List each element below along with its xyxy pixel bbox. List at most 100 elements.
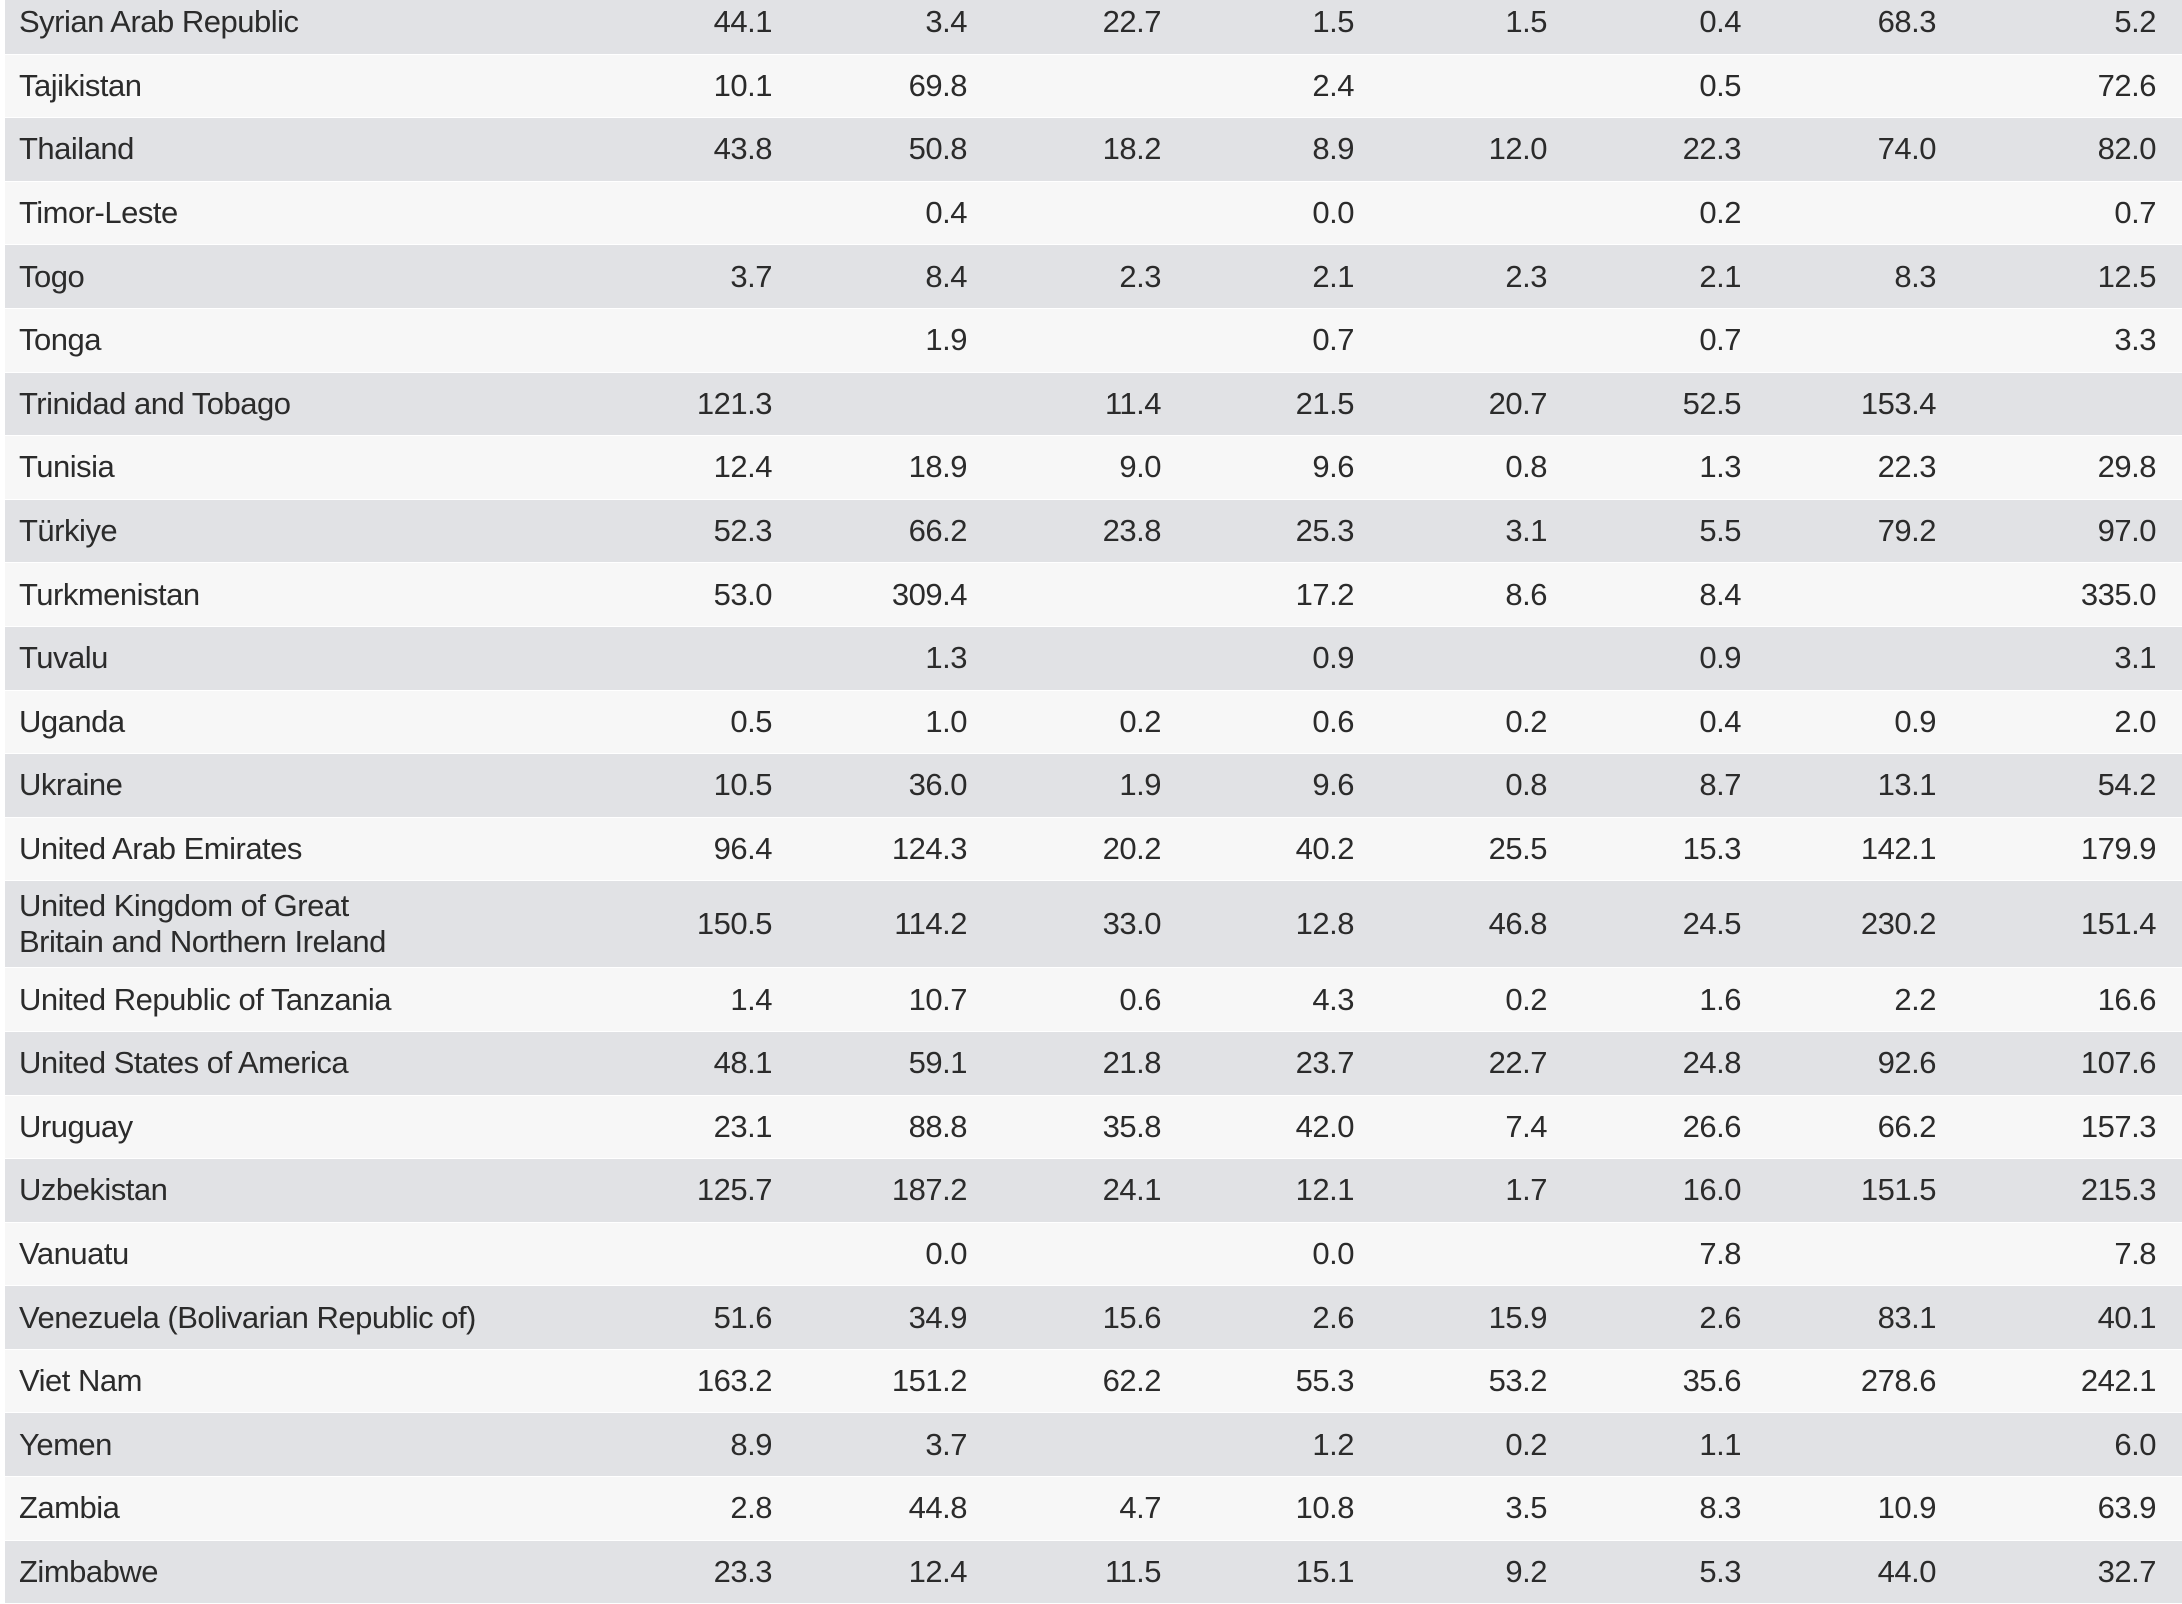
value-cell	[1003, 562, 1197, 627]
value-cell: 2.1	[1197, 244, 1390, 309]
value-cell: 8.3	[1777, 244, 1972, 309]
table-row: Viet Nam 163.2 151.2 62.2 55.3 53.2 35.6 278.6 2…	[5, 1349, 2182, 1413]
value-cell: 96.4	[622, 817, 808, 881]
value-cell: 125.7	[622, 1158, 808, 1223]
value-cell: 69.8	[808, 54, 1003, 118]
table-row: United Kingdom of Great Britain and Nort…	[5, 880, 2182, 968]
value-cell: 25.3	[1197, 499, 1390, 563]
value-cell: 35.8	[1003, 1095, 1197, 1159]
value-cell: 3.3	[1972, 308, 2182, 373]
value-cell: 4.3	[1197, 967, 1390, 1032]
value-cell: 72.6	[1972, 54, 2182, 118]
value-cell: 5.3	[1583, 1540, 1777, 1604]
value-cell: 9.0	[1003, 435, 1197, 500]
country-name-cell: Timor-Leste	[5, 181, 622, 245]
value-cell: 2.6	[1197, 1285, 1390, 1350]
table-row: Togo 3.7 8.4 2.3 2.1 2.3 2.1 8.3 12.5	[5, 244, 2182, 309]
value-cell: 7.8	[1583, 1222, 1777, 1286]
value-cell: 8.9	[622, 1412, 808, 1477]
value-cell: 0.2	[1003, 690, 1197, 754]
value-cell	[1777, 1412, 1972, 1477]
value-cell: 0.4	[1583, 0, 1777, 55]
value-cell: 44.0	[1777, 1540, 1972, 1604]
country-name-cell: Türkiye	[5, 499, 622, 563]
value-cell: 2.3	[1003, 244, 1197, 309]
value-cell: 0.9	[1197, 626, 1390, 691]
value-cell: 40.1	[1972, 1285, 2182, 1350]
value-cell: 9.6	[1197, 435, 1390, 500]
country-name-cell: Togo	[5, 244, 622, 309]
value-cell: 34.9	[808, 1285, 1003, 1350]
value-cell: 6.0	[1972, 1412, 2182, 1477]
value-cell: 230.2	[1777, 880, 1972, 968]
value-cell	[622, 626, 808, 691]
value-cell: 62.2	[1003, 1349, 1197, 1413]
value-cell: 0.0	[808, 1222, 1003, 1286]
value-cell: 142.1	[1777, 817, 1972, 881]
value-cell: 0.7	[1972, 181, 2182, 245]
country-data-table: Syrian Arab Republic 44.1 3.4 22.7 1.5 1.5 0.4…	[5, 0, 2182, 1604]
value-cell	[1003, 54, 1197, 118]
value-cell: 179.9	[1972, 817, 2182, 881]
value-cell: 2.2	[1777, 967, 1972, 1032]
value-cell: 0.5	[1583, 54, 1777, 118]
value-cell: 36.0	[808, 753, 1003, 818]
value-cell: 10.5	[622, 753, 808, 818]
country-name-cell: Tunisia	[5, 435, 622, 500]
value-cell: 7.8	[1972, 1222, 2182, 1286]
value-cell	[1003, 626, 1197, 691]
table-row: Zambia 2.8 44.8 4.7 10.8 3.5 8.3 10.9 63.9	[5, 1476, 2182, 1541]
value-cell: 82.0	[1972, 117, 2182, 182]
value-cell: 12.5	[1972, 244, 2182, 309]
table-row: Vanuatu 0.0 0.0 7.8 7.8	[5, 1222, 2182, 1286]
value-cell: 59.1	[808, 1031, 1003, 1095]
value-cell: 23.7	[1197, 1031, 1390, 1095]
table-row: Syrian Arab Republic 44.1 3.4 22.7 1.5 1.5 0.4…	[5, 0, 2182, 55]
table-row: Türkiye 52.3 66.2 23.8 25.3 3.1 5.5 79.2 97.0	[5, 499, 2182, 563]
value-cell: 1.7	[1390, 1158, 1583, 1223]
table-row: Ukraine 10.5 36.0 1.9 9.6 0.8 8.7 13.1 54.2	[5, 753, 2182, 818]
value-cell: 2.4	[1197, 54, 1390, 118]
value-cell: 8.3	[1583, 1476, 1777, 1541]
value-cell: 92.6	[1777, 1031, 1972, 1095]
value-cell: 0.2	[1390, 967, 1583, 1032]
country-name-cell: Turkmenistan	[5, 562, 622, 627]
value-cell	[622, 1222, 808, 1286]
value-cell: 0.5	[622, 690, 808, 754]
value-cell: 8.6	[1390, 562, 1583, 627]
value-cell: 3.7	[808, 1412, 1003, 1477]
value-cell	[1777, 54, 1972, 118]
value-cell: 18.9	[808, 435, 1003, 500]
value-cell: 40.2	[1197, 817, 1390, 881]
value-cell: 5.5	[1583, 499, 1777, 563]
value-cell: 2.3	[1390, 244, 1583, 309]
value-cell: 0.4	[1583, 690, 1777, 754]
value-cell: 23.8	[1003, 499, 1197, 563]
value-cell: 0.8	[1390, 435, 1583, 500]
value-cell: 17.2	[1197, 562, 1390, 627]
country-name-cell: Trinidad and Tobago	[5, 372, 622, 436]
country-name-cell: Tuvalu	[5, 626, 622, 691]
value-cell: 15.3	[1583, 817, 1777, 881]
country-name-cell: Uzbekistan	[5, 1158, 622, 1223]
value-cell: 335.0	[1972, 562, 2182, 627]
value-cell: 309.4	[808, 562, 1003, 627]
value-cell: 12.4	[808, 1540, 1003, 1604]
country-name-cell: Ukraine	[5, 753, 622, 818]
value-cell: 187.2	[808, 1158, 1003, 1223]
value-cell: 8.4	[808, 244, 1003, 309]
value-cell: 2.1	[1583, 244, 1777, 309]
value-cell: 10.8	[1197, 1476, 1390, 1541]
value-cell: 23.1	[622, 1095, 808, 1159]
value-cell: 151.5	[1777, 1158, 1972, 1223]
value-cell: 1.3	[1583, 435, 1777, 500]
value-cell: 1.5	[1390, 0, 1583, 55]
value-cell: 23.3	[622, 1540, 808, 1604]
value-cell: 114.2	[808, 880, 1003, 968]
value-cell: 32.7	[1972, 1540, 2182, 1604]
value-cell: 20.2	[1003, 817, 1197, 881]
value-cell: 0.7	[1583, 308, 1777, 373]
value-cell: 55.3	[1197, 1349, 1390, 1413]
value-cell	[1777, 1222, 1972, 1286]
value-cell: 66.2	[808, 499, 1003, 563]
